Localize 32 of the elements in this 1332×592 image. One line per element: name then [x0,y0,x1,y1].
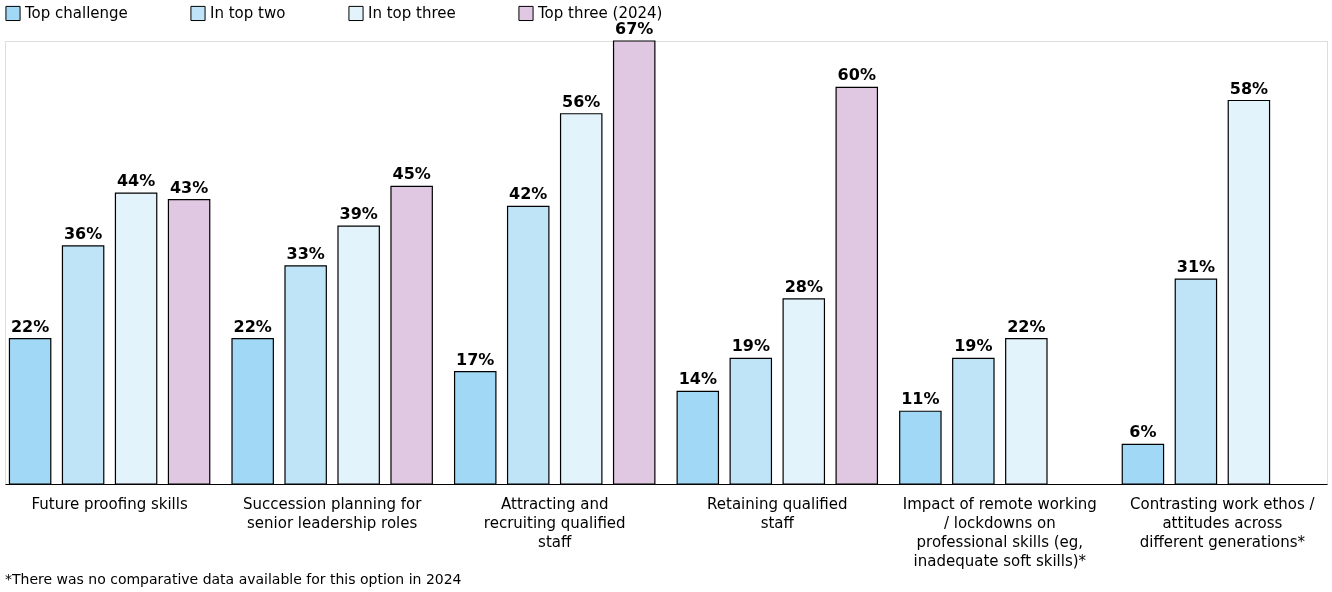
data-label: 42% [509,184,548,204]
data-label: 19% [954,336,993,356]
x-tick-label: Contrasting work ethos / attitudes across different generations* [1130,494,1316,551]
data-label: 44% [116,171,156,191]
data-label: 39% [339,204,378,224]
x-tick-label: Succession planning for senior leadership roles [242,494,423,532]
data-label: 58% [1229,78,1269,98]
data-label: 22% [1007,316,1046,336]
data-label: 19% [731,336,770,356]
data-label: 6% [1129,422,1157,442]
text: *There was no comparative data available for this option in 2024 [5,571,462,587]
x-tick-label: Impact of remote working / lockdowns on professional skills (eg, inadequate soft skills)* [902,494,1097,570]
data-label: 56% [562,91,601,111]
data-label: 22% [233,316,272,336]
data-label: 36% [63,223,103,243]
data-label: 31% [1176,257,1216,277]
data-label: 17% [456,349,495,369]
legend-label: In top two [210,4,286,23]
legend-label: Top three (2024) [537,4,663,23]
x-tick-label: Retaining qualified staff [707,494,848,532]
data-label: 11% [901,389,940,409]
data-label: 60% [837,65,876,85]
x-tick-label: Attracting and recruiting qualified staff [483,494,626,551]
legend-label: In top three [368,4,456,23]
data-label: 28% [784,276,823,296]
data-label: 33% [286,243,325,263]
data-label: 43% [169,177,209,197]
x-tick-label: Future proofing skills [31,494,188,513]
data-label: 14% [678,369,717,389]
data-label: 22% [10,316,50,336]
legend-label: Top challenge [24,4,128,23]
data-label: 45% [392,164,431,184]
